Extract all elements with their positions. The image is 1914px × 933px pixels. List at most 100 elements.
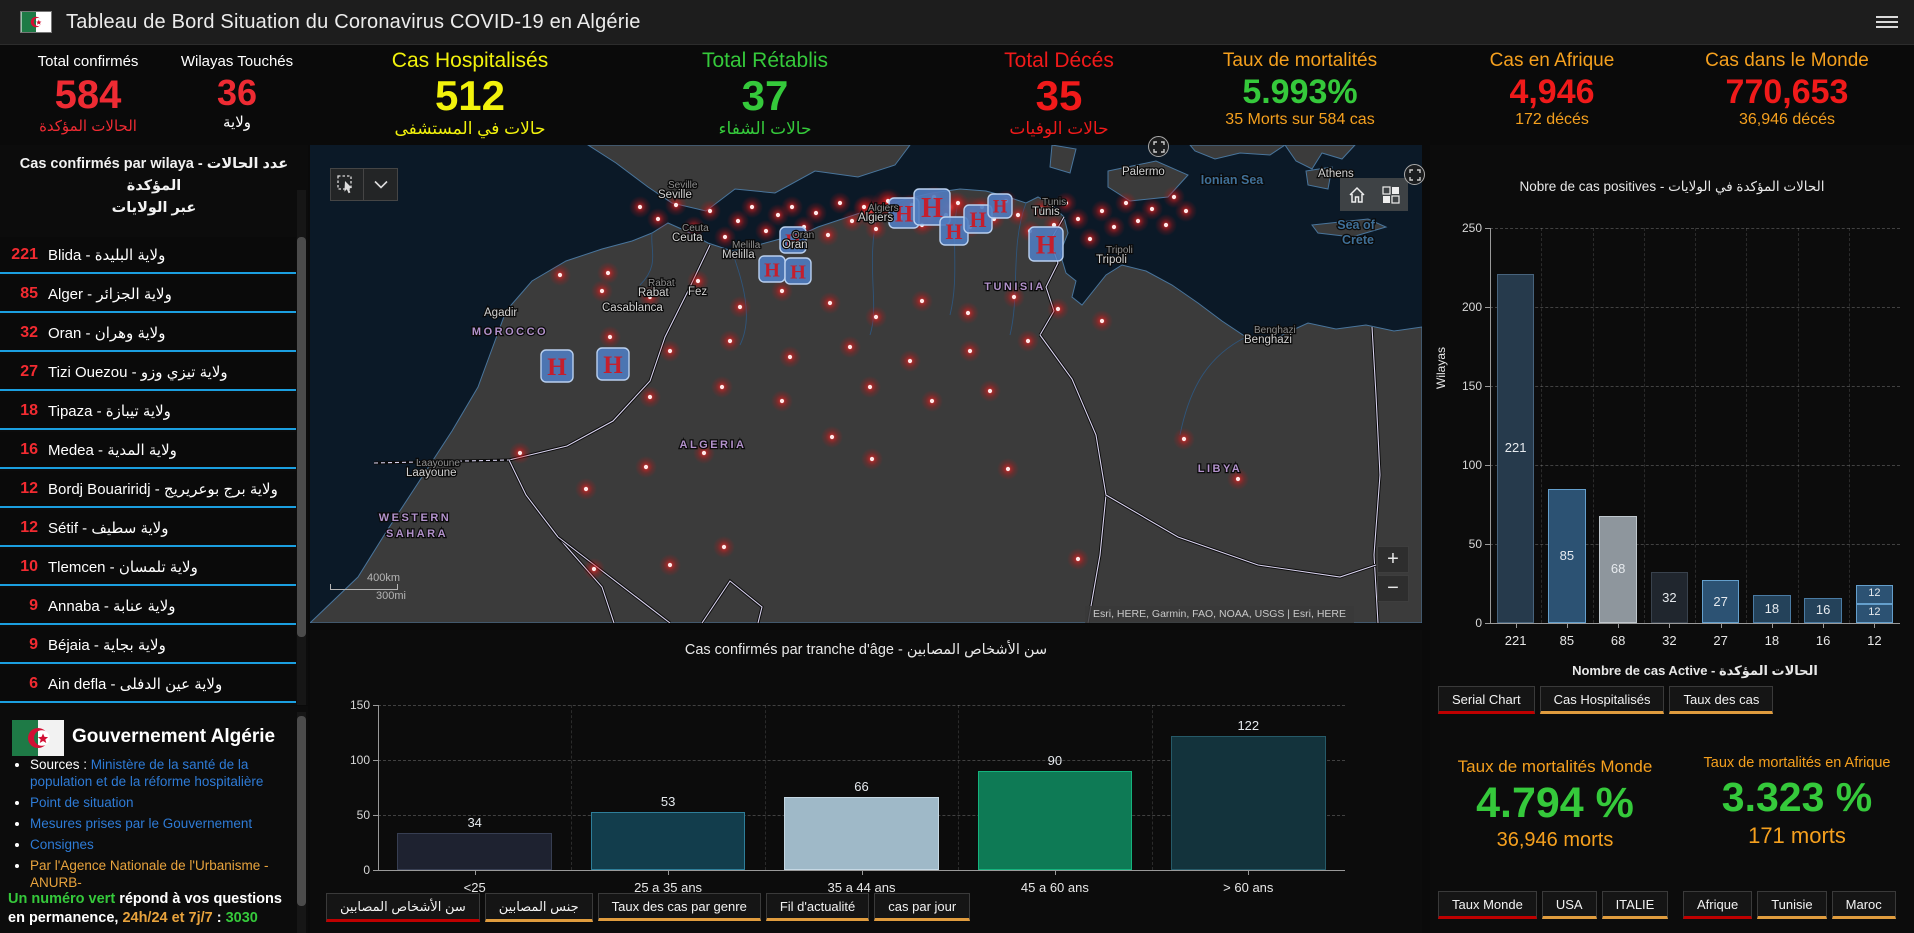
case-dot [701, 450, 707, 456]
case-dot [1075, 216, 1081, 222]
gridline [1541, 228, 1543, 623]
list-item[interactable]: 9 Annaba - ولاية عنابة [0, 588, 296, 625]
tick [1054, 870, 1056, 875]
list-item[interactable]: 32 Oran - ولاية وهران [0, 315, 296, 352]
gov-link[interactable]: Consignes [30, 836, 292, 853]
hospital-marker[interactable]: H [963, 204, 993, 234]
gov-link[interactable]: Par l'Agence Nationale de l'Urbanisme -A… [30, 857, 292, 891]
case-count: 6 [29, 674, 38, 692]
x-tick-label: 25 a 35 ans [634, 880, 703, 895]
gridline [378, 705, 1345, 706]
wilaya-name: Sétif - ولاية سطيف [48, 519, 169, 537]
tick [1669, 623, 1671, 628]
hospital-marker[interactable]: H [888, 197, 920, 229]
y-tick-label: 50 [356, 808, 370, 822]
africa-tab[interactable]: Tunisie [1757, 891, 1827, 919]
stat-value: 770,653 [1725, 73, 1849, 111]
tick [373, 705, 378, 706]
map-toolbar [330, 168, 398, 201]
list-item[interactable]: 10 Tlemcen - ولاية تلمسان [0, 549, 296, 586]
list-item[interactable]: 6 Ain defla - ولاية عين الدفلى [0, 666, 296, 703]
menu-icon[interactable] [1876, 13, 1898, 31]
map[interactable]: H H H H H H H H H H H Ionian Sea Sea of Crete MOROCCO W… [310, 145, 1422, 623]
x-axis [1490, 623, 1900, 624]
gov-link[interactable]: Mesures prises par le Gouvernement [30, 815, 292, 832]
list-item[interactable]: 85 Alger - ولاية الجزائر [0, 276, 296, 313]
world-tab[interactable]: ITALIE [1601, 891, 1669, 919]
bar [1855, 585, 1894, 605]
wilaya-list-panel: Cas confirmés par wilaya - عدد الحالات ا… [0, 145, 308, 705]
stat-panel: Total Rétablis 37 حالات الشفاء [645, 47, 885, 140]
age-tab[interactable]: جنس المصابين [484, 893, 593, 922]
list-item[interactable]: 18 Tipaza - ولاية تيبازة [0, 393, 296, 430]
stat-sublabel: حالات الوفيات [1009, 118, 1109, 138]
case-dot [737, 304, 743, 310]
stat-sublabel: حالات الشفاء [718, 118, 812, 138]
age-tab[interactable]: سن الأشخاص المصابين [326, 893, 480, 922]
case-dot [1235, 476, 1241, 482]
tick [1485, 386, 1490, 387]
gov-link[interactable]: Point de situation [30, 794, 292, 811]
wilaya-name: Alger - ولاية الجزائر [48, 285, 172, 303]
algeria-flag-icon [20, 11, 52, 33]
age-tab[interactable]: cas par jour [874, 893, 971, 921]
basemap-grid-icon[interactable] [1374, 178, 1408, 211]
list-item[interactable]: 221 Blida - ولاية البليدة [0, 237, 296, 274]
y-tick-label: 200 [1461, 300, 1482, 314]
expand-icon[interactable] [1404, 164, 1425, 185]
list-item[interactable]: 12 Bordj Bouariridj - ولاية برج بوعريريج [0, 471, 296, 508]
hospital-marker[interactable]: H [779, 226, 807, 254]
world-tab[interactable]: Taux Monde [1438, 891, 1537, 919]
age-tab[interactable]: Taux des cas par genre [597, 893, 761, 921]
expand-icon[interactable] [1148, 136, 1169, 157]
home-button[interactable] [1340, 178, 1374, 211]
x-tick-label: <25 [463, 880, 486, 895]
case-dot [667, 562, 673, 568]
stat-panel: Cas dans le Monde 770,653 36,946 décés [1664, 47, 1910, 140]
stat-value: 5.993% [1242, 73, 1358, 111]
scrollbar-thumb[interactable] [297, 237, 306, 637]
list-item[interactable]: 27 Tizi Ouezou - ولاية تيزي وزو [0, 354, 296, 391]
case-dot [849, 218, 855, 224]
hospital-marker[interactable]: H [540, 349, 574, 383]
country-label: ALGERIA [680, 439, 747, 451]
hospital-marker[interactable]: H [913, 188, 951, 226]
hospital-marker[interactable]: H [758, 255, 786, 283]
list-item[interactable]: 16 Medea - ولاية المدية [0, 432, 296, 469]
africa-tab[interactable]: Maroc [1831, 891, 1896, 919]
chart-tab[interactable]: Taux des cas [1669, 686, 1774, 714]
chart-tab[interactable]: Serial Chart [1438, 686, 1535, 714]
hospital-marker[interactable]: H [784, 257, 812, 285]
tick [1485, 544, 1490, 545]
wilaya-name: Annaba - ولاية عنابة [48, 597, 176, 615]
sea-label: Ionian Sea [1201, 173, 1265, 187]
hospital-marker[interactable]: H [1028, 226, 1064, 262]
mortality-world: Taux de mortalités Monde 4.794 % 36,946 … [1457, 757, 1653, 851]
x-tick-label: 16 [1815, 633, 1831, 648]
gov-link[interactable]: Sources : Ministère de la santé de la po… [30, 756, 292, 790]
tick [1874, 623, 1876, 628]
wilaya-name: Blida - ولاية البليدة [48, 246, 166, 264]
select-tool-button[interactable] [330, 168, 364, 201]
case-dot [1015, 212, 1021, 218]
chart-tab[interactable]: Cas Hospitalisés [1539, 686, 1665, 714]
hospital-marker[interactable]: H [987, 193, 1013, 219]
case-dot [787, 354, 793, 360]
bar-value-label: 53 [660, 793, 676, 809]
scrollbar-thumb[interactable] [297, 716, 306, 906]
world-tab[interactable]: USA [1541, 891, 1597, 919]
hospital-marker[interactable]: H [939, 216, 969, 246]
chevron-down-icon[interactable] [364, 168, 398, 201]
zoom-out-button[interactable]: − [1377, 575, 1409, 602]
case-dot [867, 384, 873, 390]
gridline [1151, 705, 1153, 870]
zoom-in-button[interactable]: + [1377, 546, 1409, 573]
hospital-marker[interactable]: H [596, 347, 630, 381]
list-item[interactable]: 9 Béjaia - ولاية بجاية [0, 627, 296, 664]
list-item[interactable]: 12 Sétif - ولاية سطيف [0, 510, 296, 547]
city-label-shadow: Seville [668, 180, 698, 191]
age-tab[interactable]: Fil d'actualité [765, 893, 870, 921]
africa-tab[interactable]: Afrique [1683, 891, 1753, 919]
tick [861, 870, 863, 875]
